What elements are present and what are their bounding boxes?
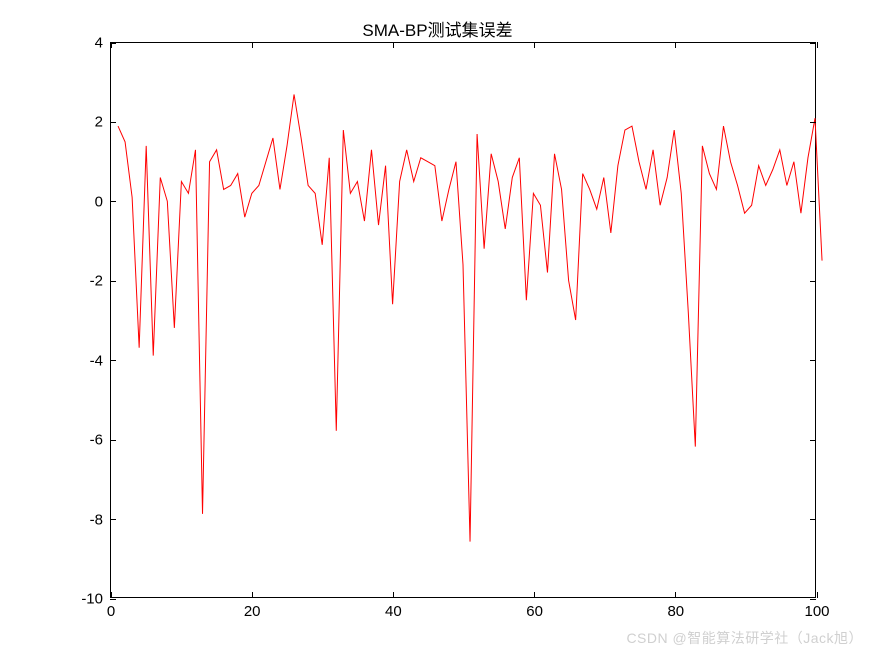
ytick-mark <box>810 440 816 441</box>
ytick-mark <box>810 360 816 361</box>
xtick-label: 60 <box>526 603 543 620</box>
ytick-mark <box>110 440 116 441</box>
ytick-label: -8 <box>90 511 103 528</box>
xtick-label: 40 <box>385 603 402 620</box>
xtick-mark <box>817 592 818 598</box>
ytick-mark <box>810 122 816 123</box>
series-line <box>111 43 815 597</box>
xtick-mark <box>252 592 253 598</box>
xtick-mark <box>111 42 112 48</box>
ytick-label: -4 <box>90 352 103 369</box>
ytick-mark <box>110 519 116 520</box>
ytick-mark <box>110 281 116 282</box>
xtick-mark <box>534 592 535 598</box>
ytick-mark <box>810 519 816 520</box>
ytick-mark <box>110 201 116 202</box>
ytick-label: 4 <box>95 35 103 52</box>
ytick-label: -10 <box>81 591 103 608</box>
plot-area: -10-8-6-4-2024020406080100 <box>110 42 816 598</box>
xtick-mark <box>111 592 112 598</box>
ytick-label: -6 <box>90 432 103 449</box>
xtick-mark <box>675 592 676 598</box>
xtick-mark <box>252 42 253 48</box>
ytick-mark <box>810 201 816 202</box>
ytick-label: 2 <box>95 114 103 131</box>
xtick-label: 80 <box>667 603 684 620</box>
chart-container: SMA-BP测试集误差 -10-8-6-4-2024020406080100 C… <box>0 0 875 656</box>
ytick-mark <box>110 599 116 600</box>
ytick-mark <box>110 122 116 123</box>
ytick-label: -2 <box>90 273 103 290</box>
ytick-label: 0 <box>95 193 103 210</box>
xtick-label: 0 <box>107 603 115 620</box>
xtick-mark <box>393 42 394 48</box>
xtick-mark <box>534 42 535 48</box>
ytick-mark <box>810 599 816 600</box>
xtick-mark <box>817 42 818 48</box>
watermark-text: CSDN @智能算法研学社（Jack旭） <box>626 628 863 648</box>
xtick-mark <box>393 592 394 598</box>
xtick-mark <box>675 42 676 48</box>
chart-title: SMA-BP测试集误差 <box>362 16 512 41</box>
xtick-label: 100 <box>804 603 829 620</box>
ytick-mark <box>810 43 816 44</box>
ytick-mark <box>110 360 116 361</box>
ytick-mark <box>810 281 816 282</box>
xtick-label: 20 <box>244 603 261 620</box>
